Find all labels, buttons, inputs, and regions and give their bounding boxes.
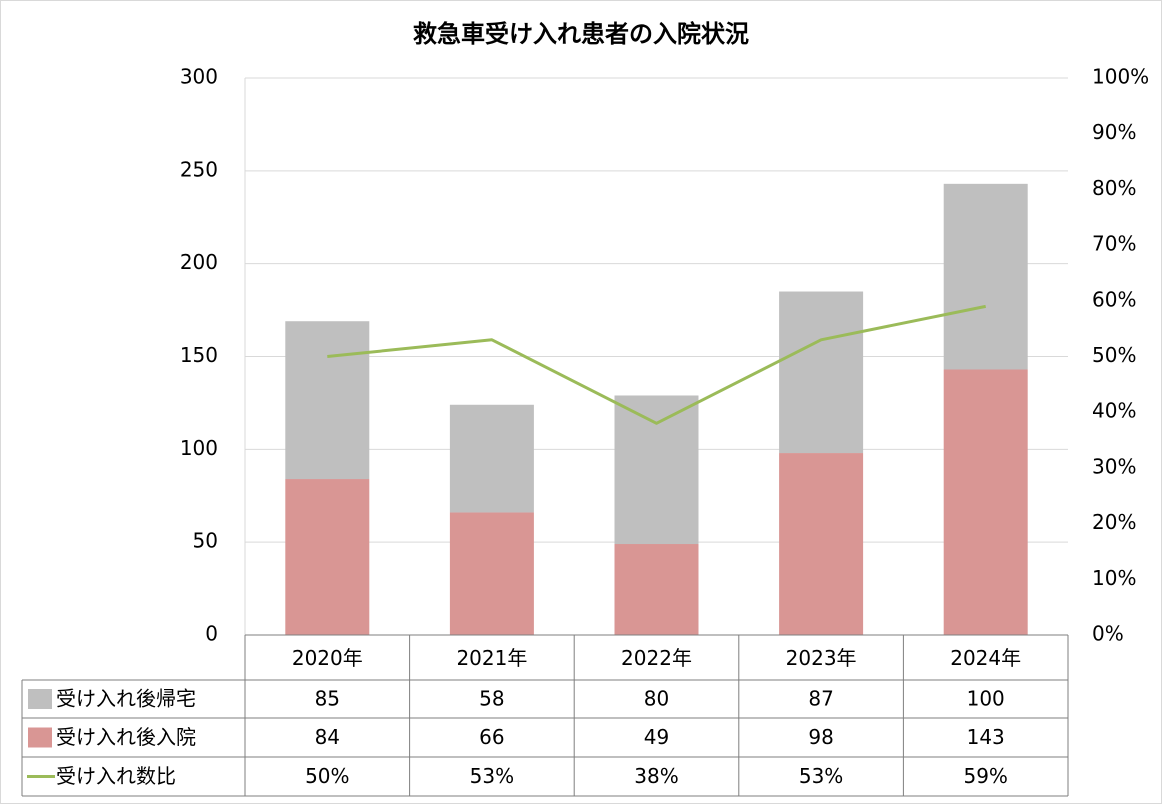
table-cell: 53% (470, 764, 514, 788)
x-tick-label: 2023年 (786, 646, 857, 670)
x-tick-label: 2022年 (621, 646, 692, 670)
table-cell: 100 (967, 687, 1005, 711)
y2-tick-label: 30% (1092, 454, 1136, 478)
table-cell: 58 (479, 687, 504, 711)
y2-tick-label: 10% (1092, 566, 1136, 590)
bar (285, 479, 370, 635)
table-cell: 49 (644, 725, 669, 749)
y-tick-label: 250 (180, 157, 218, 181)
table-cell: 98 (808, 725, 833, 749)
bar (285, 321, 370, 480)
table-cell: 59% (963, 764, 1007, 788)
bar (779, 453, 864, 635)
bar (614, 544, 699, 635)
legend-label: 受け入れ後入院 (56, 725, 196, 749)
y-tick-label: 0 (205, 622, 218, 646)
legend-swatch (28, 727, 52, 748)
bar (943, 183, 1028, 370)
y-tick-label: 300 (180, 65, 218, 89)
bar (943, 369, 1028, 635)
table-cell: 53% (799, 764, 843, 788)
x-tick-label: 2021年 (456, 646, 527, 670)
legend-label: 受け入れ数比 (56, 764, 176, 788)
bar (449, 512, 534, 635)
y2-tick-label: 0% (1092, 622, 1124, 646)
table-cell: 38% (634, 764, 678, 788)
line (327, 304, 986, 425)
y2-tick-label: 60% (1092, 287, 1136, 311)
table-cell: 87 (808, 687, 833, 711)
x-tick-label: 2020年 (292, 646, 363, 670)
y2-tick-label: 80% (1092, 176, 1136, 200)
table-cell: 85 (315, 687, 340, 711)
bar (779, 291, 864, 454)
y2-tick-label: 90% (1092, 120, 1136, 144)
table-cell: 84 (315, 725, 340, 749)
chart-title: 救急車受け入れ患者の入院状況 (413, 20, 749, 48)
y2-tick-label: 50% (1092, 343, 1136, 367)
table-cell: 66 (479, 725, 504, 749)
y2-tick-label: 70% (1092, 232, 1136, 256)
y2-tick-label: 40% (1092, 399, 1136, 423)
table-cell: 50% (305, 764, 349, 788)
y2-tick-label: 20% (1092, 510, 1136, 534)
bar (614, 395, 699, 545)
table-cell: 80 (644, 687, 669, 711)
legend-label: 受け入れ後帰宅 (56, 687, 196, 711)
table-cell: 143 (967, 725, 1005, 749)
bar (449, 404, 534, 513)
y-tick-label: 200 (180, 250, 218, 274)
x-tick-label: 2024年 (950, 646, 1021, 670)
y2-tick-label: 100% (1092, 65, 1149, 89)
y-tick-label: 150 (180, 343, 218, 367)
y-tick-label: 50 (193, 529, 218, 553)
legend-swatch (28, 689, 52, 709)
y-tick-label: 100 (180, 436, 218, 460)
